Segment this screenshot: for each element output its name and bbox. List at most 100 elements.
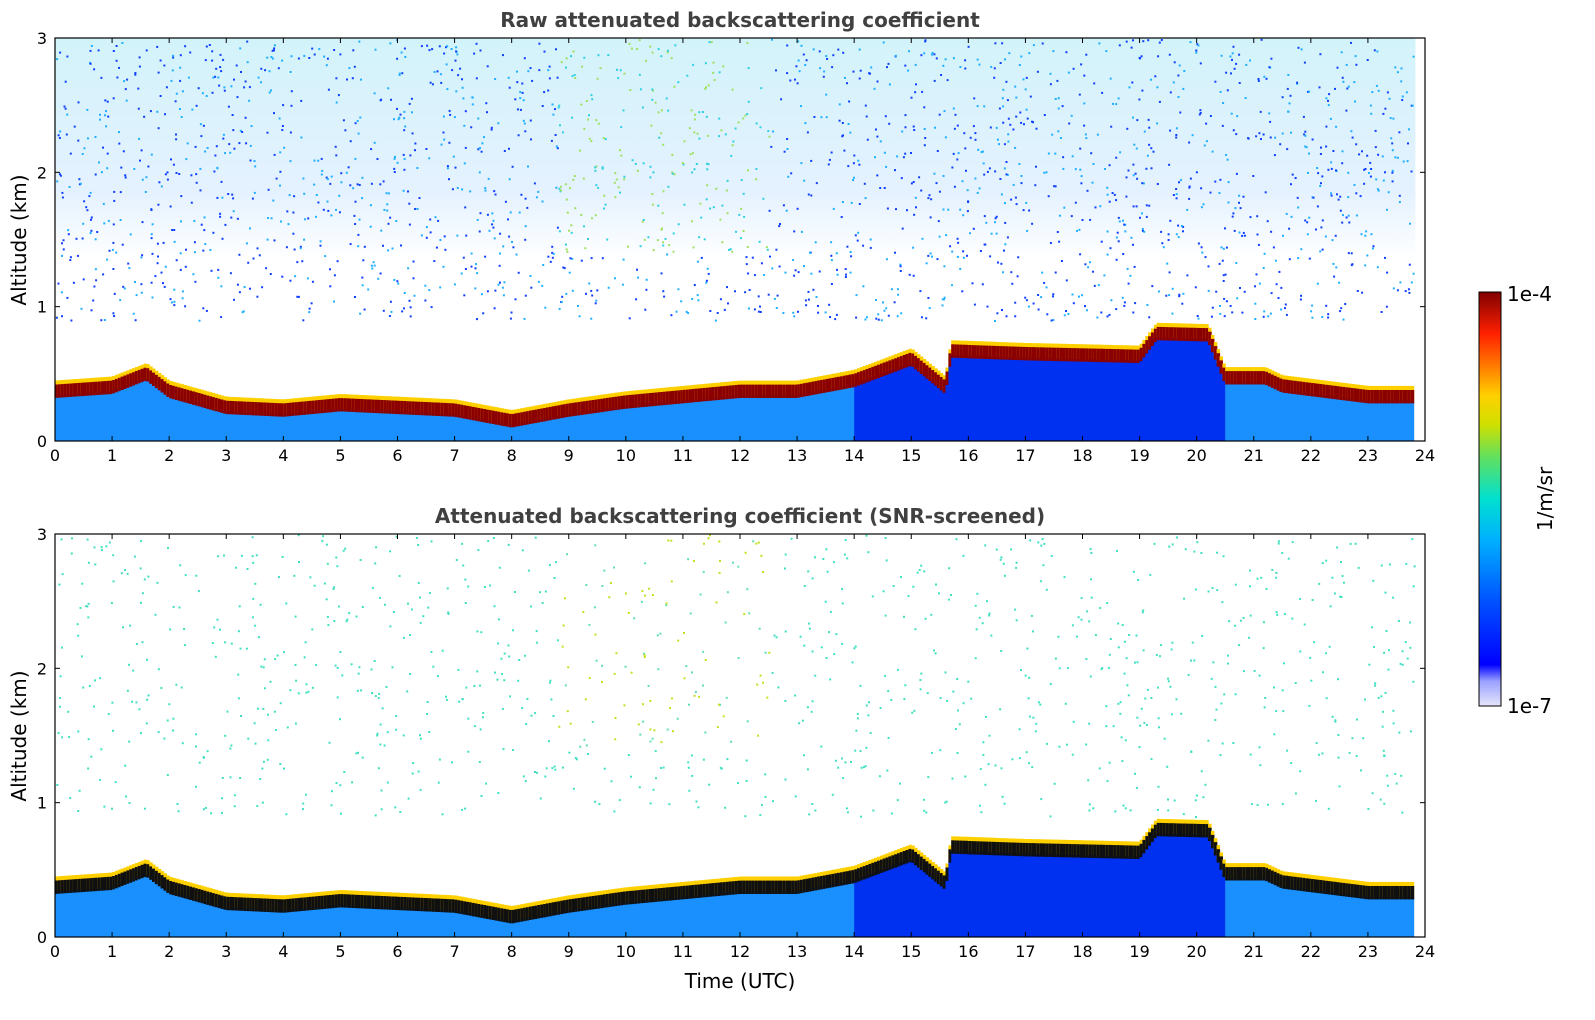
noise-speckle bbox=[216, 196, 219, 199]
noise-speckle bbox=[1182, 87, 1185, 90]
noise-speckle bbox=[224, 152, 226, 155]
noise-speckle bbox=[217, 76, 220, 79]
noise-speckle bbox=[290, 55, 293, 58]
noise-speckle bbox=[273, 239, 276, 242]
boundary-layer-column bbox=[77, 889, 82, 937]
noise-speckle bbox=[1078, 295, 1080, 298]
noise-speckle bbox=[481, 716, 484, 719]
noise-speckle bbox=[1087, 779, 1090, 782]
noise-speckle bbox=[1400, 80, 1403, 83]
noise-speckle bbox=[1094, 206, 1097, 209]
boundary-layer-column bbox=[571, 413, 576, 441]
noise-speckle bbox=[1319, 153, 1322, 155]
noise-speckle bbox=[1398, 201, 1401, 204]
boundary-layer-column bbox=[528, 421, 533, 441]
noise-speckle bbox=[428, 289, 431, 292]
noise-speckle bbox=[360, 78, 362, 81]
noise-speckle bbox=[999, 178, 1002, 180]
noise-speckle bbox=[488, 229, 491, 232]
noise-speckle bbox=[1128, 86, 1131, 89]
boundary-layer-column bbox=[1014, 357, 1018, 441]
noise-speckle bbox=[674, 44, 677, 47]
boundary-layer-core bbox=[651, 392, 655, 407]
noise-speckle bbox=[484, 187, 487, 190]
noise-speckle bbox=[1000, 556, 1003, 559]
noise-speckle bbox=[1162, 246, 1165, 249]
noise-speckle bbox=[559, 185, 562, 188]
noise-speckle bbox=[1389, 117, 1392, 120]
boundary-layer-core bbox=[996, 346, 1001, 360]
boundary-layer-core bbox=[1250, 371, 1255, 385]
boundary-layer-column bbox=[765, 395, 770, 441]
noise-speckle bbox=[841, 122, 844, 124]
noise-speckle bbox=[668, 244, 671, 247]
noise-speckle bbox=[1228, 620, 1231, 623]
noise-speckle bbox=[1384, 691, 1387, 694]
noise-speckle bbox=[179, 79, 182, 82]
noise-speckle bbox=[884, 537, 887, 539]
noise-speckle bbox=[373, 264, 376, 267]
noise-speckle bbox=[479, 212, 482, 215]
noise-speckle bbox=[94, 238, 97, 241]
boundary-layer-core bbox=[386, 400, 390, 414]
noise-speckle bbox=[1119, 712, 1122, 715]
boundary-layer-core bbox=[1365, 389, 1369, 404]
noise-speckle bbox=[518, 659, 521, 661]
noise-speckle bbox=[713, 79, 716, 81]
noise-speckle bbox=[1221, 259, 1224, 262]
noise-speckle bbox=[1308, 257, 1311, 260]
noise-speckle bbox=[478, 171, 481, 174]
noise-speckle bbox=[1054, 271, 1057, 274]
noise-speckle bbox=[896, 288, 899, 291]
noise-speckle bbox=[1184, 548, 1187, 551]
noise-speckle bbox=[1233, 67, 1236, 70]
noise-speckle bbox=[726, 179, 729, 182]
noise-speckle bbox=[887, 736, 890, 739]
noise-speckle bbox=[1221, 742, 1224, 745]
noise-speckle bbox=[935, 57, 938, 60]
boundary-layer-core bbox=[60, 880, 65, 894]
boundary-layer-column bbox=[1054, 358, 1058, 441]
noise-speckle bbox=[1054, 98, 1057, 100]
noise-speckle bbox=[1123, 672, 1126, 675]
noise-speckle bbox=[845, 273, 847, 276]
noise-speckle bbox=[273, 153, 276, 156]
noise-speckle bbox=[509, 317, 512, 320]
noise-speckle bbox=[1140, 707, 1143, 710]
noise-speckle bbox=[354, 296, 356, 298]
noise-speckle bbox=[1158, 41, 1161, 44]
noise-speckle bbox=[393, 171, 396, 173]
boundary-layer-core bbox=[1142, 343, 1146, 358]
noise-speckle bbox=[1137, 579, 1140, 581]
noise-speckle bbox=[945, 234, 948, 237]
boundary-layer-column bbox=[1262, 381, 1266, 441]
noise-speckle bbox=[1318, 582, 1321, 585]
noise-speckle bbox=[951, 250, 954, 253]
boundary-layer-core bbox=[734, 385, 738, 399]
boundary-layer-column bbox=[454, 414, 459, 441]
noise-speckle bbox=[868, 72, 871, 75]
boundary-layer-core bbox=[311, 400, 316, 414]
boundary-layer-core bbox=[229, 400, 233, 415]
boundary-layer-core bbox=[643, 393, 647, 407]
noise-speckle bbox=[748, 289, 751, 291]
noise-speckle bbox=[910, 182, 913, 185]
noise-speckle bbox=[1321, 562, 1324, 565]
noise-speckle bbox=[649, 728, 652, 731]
noise-speckle bbox=[1145, 724, 1148, 726]
noise-speckle bbox=[122, 150, 125, 153]
boundary-layer-column bbox=[75, 889, 79, 937]
boundary-layer-core bbox=[956, 344, 961, 358]
boundary-layer-core bbox=[1330, 385, 1335, 399]
noise-speckle bbox=[293, 574, 296, 577]
noise-speckle bbox=[300, 136, 303, 139]
noise-speckle bbox=[1098, 42, 1101, 45]
noise-speckle bbox=[799, 635, 802, 638]
noise-speckle bbox=[1170, 713, 1173, 716]
noise-speckle bbox=[1259, 110, 1262, 113]
boundary-layer-column bbox=[640, 404, 644, 441]
noise-speckle bbox=[357, 245, 360, 248]
boundary-layer-column bbox=[688, 400, 693, 441]
boundary-layer-core bbox=[440, 402, 444, 417]
noise-speckle bbox=[150, 208, 153, 211]
